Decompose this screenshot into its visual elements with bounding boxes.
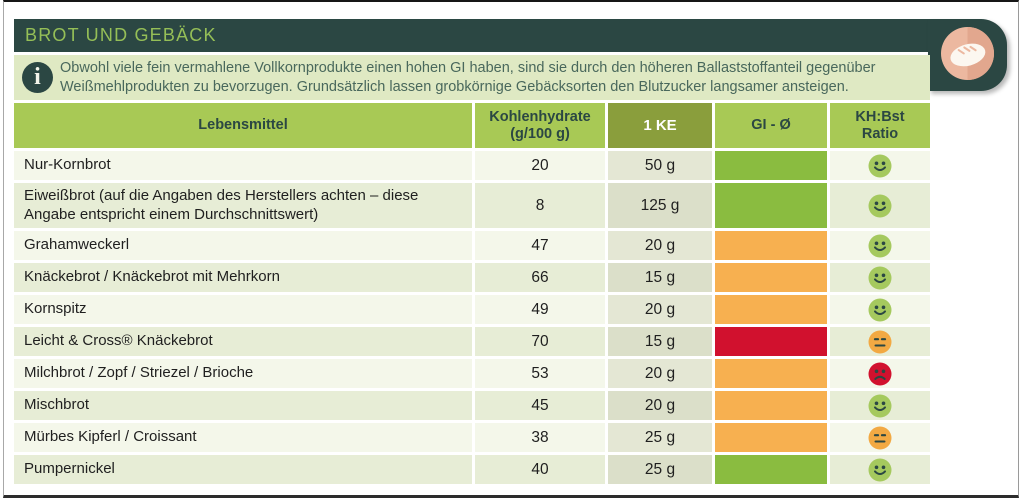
food-name-cell: Kornspitz	[14, 295, 472, 324]
carbs-value-cell: 40	[475, 455, 605, 484]
carbs-value-cell: 38	[475, 423, 605, 452]
ratio-emoji-cell	[830, 263, 930, 292]
column-header-kohlenhydrate: Kohlenhydrate (g/100 g)	[475, 103, 605, 148]
food-name-cell: Eiweißbrot (auf die Angaben des Herstell…	[14, 183, 472, 228]
table-row: Leicht & Cross® Knäckebrot 70 15 g	[14, 327, 930, 356]
table-row: Kornspitz 49 20 g	[14, 295, 930, 324]
info-text: Obwohl viele fein vermahlene Vollkornpro…	[60, 59, 876, 95]
carbs-value-cell: 8	[475, 183, 605, 228]
info-box: i Obwohl viele fein vermahlene Vollkornp…	[14, 55, 930, 100]
food-name-cell: Grahamweckerl	[14, 231, 472, 260]
food-name-cell: Milchbrot / Zopf / Striezel / Brioche	[14, 359, 472, 388]
ratio-emoji-cell	[830, 423, 930, 452]
bread-icon	[941, 27, 994, 80]
happy-face-icon	[868, 234, 892, 257]
carbs-value-cell: 53	[475, 359, 605, 388]
column-header-ratio: KH:Bst Ratio	[830, 103, 930, 148]
food-name-cell: Pumpernickel	[14, 455, 472, 484]
sad-face-icon	[868, 362, 892, 385]
column-header-ke: 1 KE	[608, 103, 712, 148]
table-header-row: Lebensmittel Kohlenhydrate (g/100 g) 1 K…	[14, 103, 930, 148]
food-name-cell: Mischbrot	[14, 391, 472, 420]
table-row: Milchbrot / Zopf / Striezel / Brioche 53 2…	[14, 359, 930, 388]
ratio-emoji-cell	[830, 295, 930, 324]
section-header: BROT UND GEBÄCK	[14, 19, 932, 52]
carbs-value-cell: 49	[475, 295, 605, 324]
carbs-value-cell: 47	[475, 231, 605, 260]
ratio-emoji-cell	[830, 391, 930, 420]
info-icon: i	[22, 62, 53, 93]
gi-indicator	[715, 151, 827, 180]
gi-indicator	[715, 295, 827, 324]
happy-face-icon	[868, 298, 892, 321]
food-table: Lebensmittel Kohlenhydrate (g/100 g) 1 K…	[14, 103, 930, 484]
happy-face-icon	[868, 458, 892, 481]
ke-value-cell: 20 g	[608, 231, 712, 260]
table-row: Nur-Kornbrot 20 50 g	[14, 151, 930, 180]
table-row: Mischbrot 45 20 g	[14, 391, 930, 420]
ke-value-cell: 25 g	[608, 423, 712, 452]
happy-face-icon	[868, 194, 892, 217]
neutral-face-icon	[868, 426, 892, 449]
happy-face-icon	[868, 266, 892, 289]
carbs-value-cell: 20	[475, 151, 605, 180]
ke-value-cell: 20 g	[608, 295, 712, 324]
gi-indicator	[715, 327, 827, 356]
happy-face-icon	[868, 394, 892, 417]
ke-value-cell: 25 g	[608, 455, 712, 484]
table-body: Nur-Kornbrot 20 50 g Eiweißbrot (auf die A…	[14, 151, 930, 484]
gi-indicator	[715, 359, 827, 388]
ratio-emoji-cell	[830, 359, 930, 388]
gi-indicator	[715, 455, 827, 484]
ratio-emoji-cell	[830, 151, 930, 180]
happy-face-icon	[868, 154, 892, 177]
gi-indicator	[715, 183, 827, 228]
ratio-emoji-cell	[830, 231, 930, 260]
food-name-cell: Mürbes Kipferl / Croissant	[14, 423, 472, 452]
food-name-cell: Leicht & Cross® Knäckebrot	[14, 327, 472, 356]
carbs-value-cell: 66	[475, 263, 605, 292]
table-row: Grahamweckerl 47 20 g	[14, 231, 930, 260]
neutral-face-icon	[868, 330, 892, 353]
carbs-value-cell: 45	[475, 391, 605, 420]
table-row: Pumpernickel 40 25 g	[14, 455, 930, 484]
column-header-gi: GI - Ø	[715, 103, 827, 148]
ratio-emoji-cell	[830, 455, 930, 484]
ke-value-cell: 50 g	[608, 151, 712, 180]
table-row: Eiweißbrot (auf die Angaben des Herstell…	[14, 183, 930, 228]
ke-value-cell: 15 g	[608, 327, 712, 356]
ke-value-cell: 125 g	[608, 183, 712, 228]
gi-indicator	[715, 391, 827, 420]
food-name-cell: Nur-Kornbrot	[14, 151, 472, 180]
page-title: BROT UND GEBÄCK	[25, 25, 217, 45]
ratio-emoji-cell	[830, 183, 930, 228]
table-row: Mürbes Kipferl / Croissant 38 25 g	[14, 423, 930, 452]
ke-value-cell: 20 g	[608, 391, 712, 420]
food-name-cell: Knäckebrot / Knäckebrot mit Mehrkorn	[14, 263, 472, 292]
gi-indicator	[715, 423, 827, 452]
ke-value-cell: 20 g	[608, 359, 712, 388]
carbs-value-cell: 70	[475, 327, 605, 356]
column-header-lebensmittel: Lebensmittel	[14, 103, 472, 148]
ratio-emoji-cell	[830, 327, 930, 356]
table-row: Knäckebrot / Knäckebrot mit Mehrkorn 66 15…	[14, 263, 930, 292]
gi-indicator	[715, 263, 827, 292]
ke-value-cell: 15 g	[608, 263, 712, 292]
gi-indicator	[715, 231, 827, 260]
